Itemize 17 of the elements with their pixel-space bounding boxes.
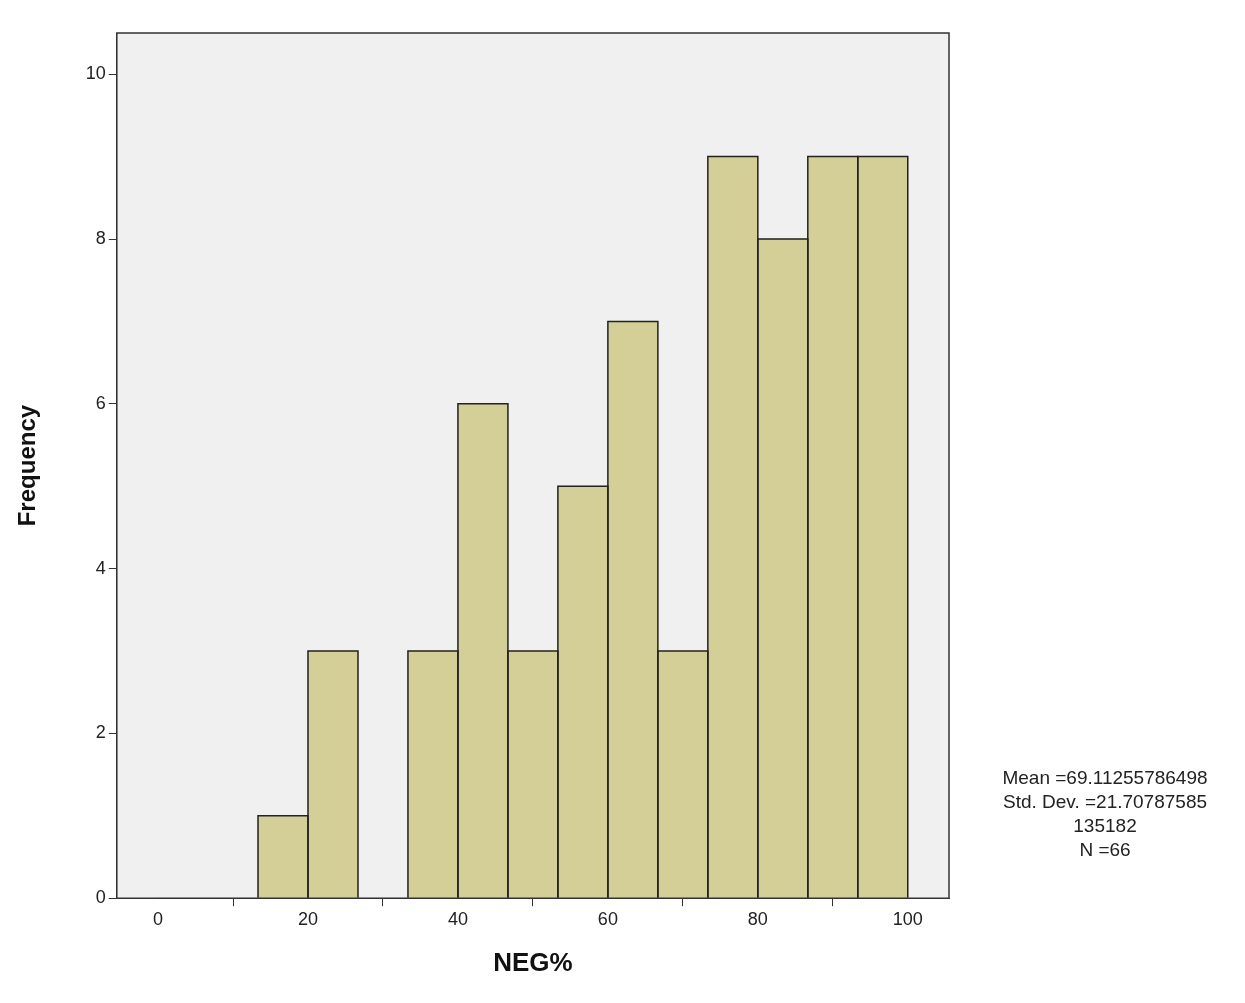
y-tick-label: 6 xyxy=(95,392,106,413)
x-tick-label: 80 xyxy=(747,908,768,929)
y-tick-label: 8 xyxy=(95,227,106,248)
y-tick-label: 2 xyxy=(95,722,106,743)
y-tick-label: 4 xyxy=(95,557,106,578)
x-axis-title: NEG% xyxy=(493,946,573,977)
y-axis-title: Frequency xyxy=(13,404,41,527)
text: N =66 xyxy=(1078,838,1132,862)
x-tick-label: 60 xyxy=(597,908,618,929)
text: Mean =69.11255786498 xyxy=(1001,766,1209,790)
x-tick-label: 0 xyxy=(153,908,164,929)
text: Std. Dev. =21.70787585135182 xyxy=(1001,790,1209,838)
y-tick-label: 0 xyxy=(95,887,106,908)
x-tick-label: 100 xyxy=(892,908,923,929)
x-tick-label: 40 xyxy=(447,908,468,929)
x-tick-label: 20 xyxy=(297,908,319,929)
y-tick-label: 10 xyxy=(85,63,106,84)
